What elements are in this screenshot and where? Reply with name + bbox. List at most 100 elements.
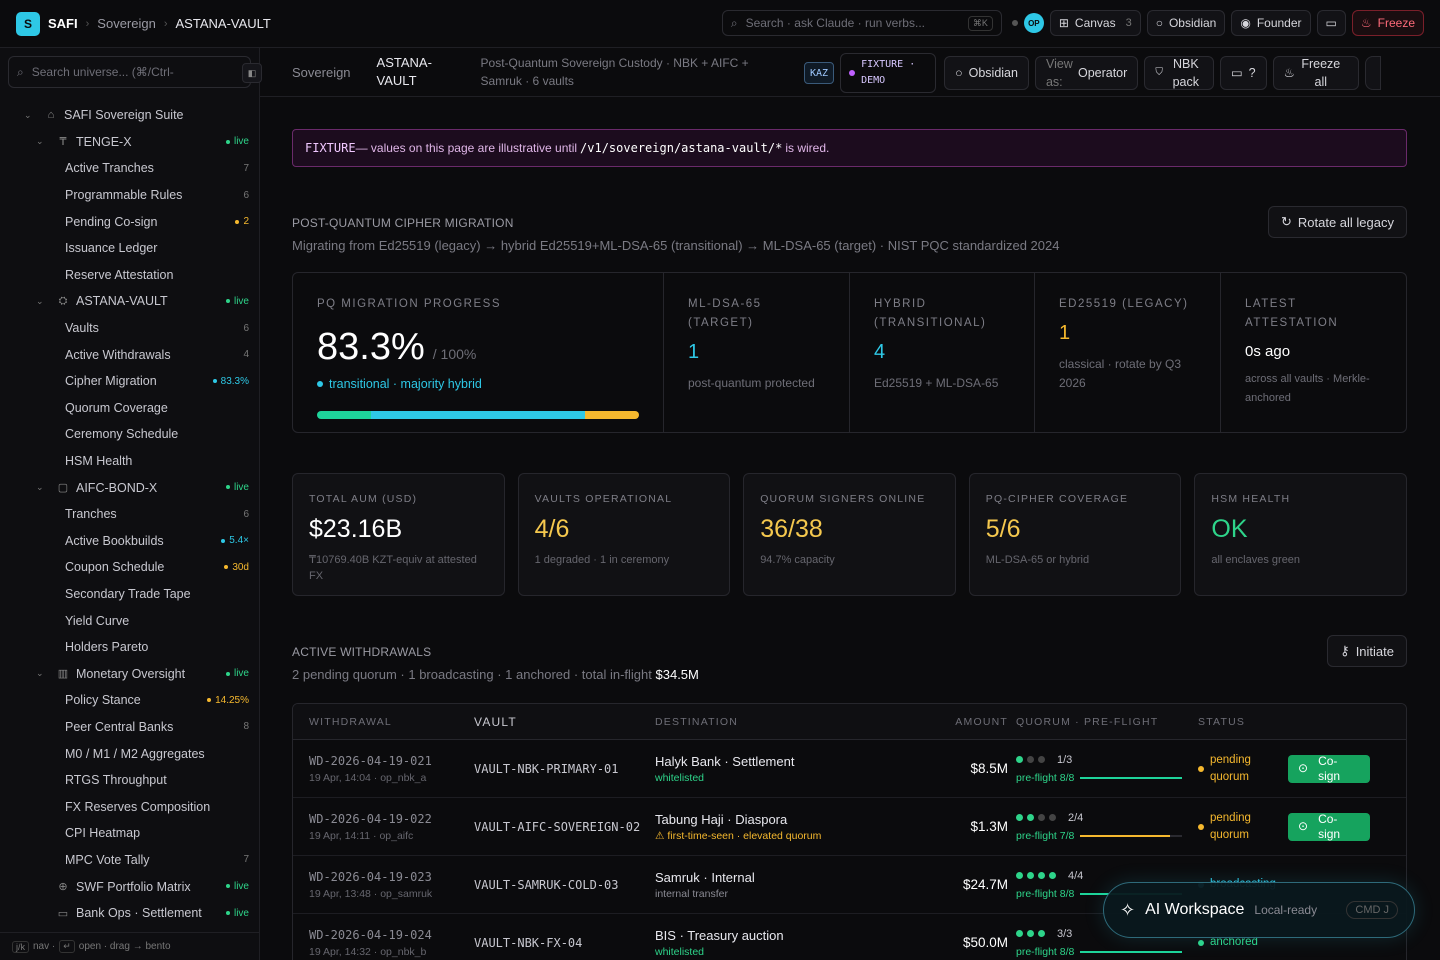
col-amount[interactable]: AMOUNT — [955, 715, 1008, 728]
vault-id[interactable]: VAULT-AIFC-SOVEREIGN-02 — [474, 819, 641, 834]
destination-cell: Tabung Haji · Diaspora ⚠ first-time-seen … — [655, 812, 925, 842]
pq-stat-label: LATEST ATTESTATION — [1245, 298, 1339, 329]
panel-toggle-icon[interactable] — [1364, 56, 1381, 90]
kpi-card[interactable]: HSM HEALTH OK all enclaves green — [1194, 473, 1407, 596]
freeze-all-button[interactable]: ♨ Freeze all — [1272, 56, 1359, 90]
col-withdrawal[interactable]: WITHDRAWAL — [309, 715, 392, 728]
keyboard-button[interactable]: ▭ — [1316, 10, 1346, 36]
withdrawals-section-header: ACTIVE WITHDRAWALS 2 pending quorum · 1 … — [292, 635, 1407, 682]
sidebar-item[interactable]: Holders Pareto — [0, 634, 259, 661]
sidebar-item[interactable]: ⌄ ₸ TENGE-X live — [0, 129, 259, 156]
sidebar-item[interactable]: Peer Central Banks 8 — [0, 714, 259, 741]
withdrawal-cell: WD-2026-04-19-024 19 Apr, 14:32 · op_nbk_… — [293, 928, 474, 958]
kpi-card[interactable]: PQ-CIPHER COVERAGE 5/6 ML-DSA-65 or hybrid — [968, 473, 1182, 596]
sidebar-item-label: CPI Heatmap — [65, 826, 141, 841]
col-destination[interactable]: DESTINATION — [655, 715, 739, 728]
withdrawal-id[interactable]: WD-2026-04-19-024 — [309, 927, 432, 942]
withdrawal-id[interactable]: WD-2026-04-19-022 — [309, 811, 432, 826]
table-row[interactable]: WD-2026-04-19-022 19 Apr, 14:11 · op_aifc… — [293, 798, 1406, 856]
founder-button[interactable]: ◉ Founder — [1231, 10, 1311, 36]
table-row[interactable]: WD-2026-04-19-024 19 Apr, 14:32 · op_nbk_… — [293, 914, 1406, 960]
canvas-button[interactable]: ⊞ Canvas 3 — [1049, 10, 1141, 36]
sidebar-item[interactable]: RTGS Throughput — [0, 767, 259, 794]
sidebar-item[interactable]: Cipher Migration 83.3% — [0, 368, 259, 395]
sidebar-item[interactable]: Secondary Trade Tape — [0, 581, 259, 608]
kpi-card[interactable]: QUORUM SIGNERS ONLINE 36/38 94.7% capacity — [743, 473, 956, 596]
sidebar-item[interactable]: Yield Curve — [0, 607, 259, 634]
sidebar-search-input[interactable]: ⌕ Search universe... (⌘/Ctrl- ◧ — [8, 56, 262, 88]
header-obsidian-button[interactable]: ○ Obsidian — [944, 56, 1029, 90]
sidebar-item[interactable]: FX Reserves Composition — [0, 793, 259, 820]
sidebar-item[interactable]: Active Withdrawals 4 — [0, 341, 259, 368]
co-sign-button[interactable]: ⊙ Co-sign — [1288, 753, 1370, 783]
sidebar-item[interactable]: ⌄ ⛭ ASTANA-VAULT live — [0, 288, 259, 315]
freeze-button[interactable]: ♨ Freeze — [1351, 10, 1424, 36]
sidebar-item[interactable]: Quorum Coverage — [0, 395, 259, 422]
vault-id[interactable]: VAULT-NBK-PRIMARY-01 — [474, 761, 619, 776]
sidebar-item[interactable]: Policy Stance 14.25% — [0, 687, 259, 714]
vault-id[interactable]: VAULT-SAMRUK-COLD-03 — [474, 877, 619, 892]
col-quorum[interactable]: QUORUM · PRE-FLIGHT — [1016, 715, 1159, 728]
sidebar-item[interactable]: Ceremony Schedule — [0, 421, 259, 448]
sidebar-item[interactable]: Programmable Rules 6 — [0, 182, 259, 209]
sidebar: ⌕ Search universe... (⌘/Ctrl- ◧ ⌄ ⌂ SAFI S… — [0, 48, 262, 960]
withdrawal-id[interactable]: WD-2026-04-19-023 — [309, 869, 432, 884]
sidebar-item[interactable]: Reserve Attestation — [0, 262, 259, 289]
app-logo[interactable]: S — [16, 11, 40, 36]
breadcrumb-sovereign[interactable]: Sovereign — [97, 16, 156, 31]
sidebar-item[interactable]: Active Bookbuilds 5.4× — [0, 528, 259, 555]
chevron-down-icon[interactable]: ⌄ — [36, 136, 44, 147]
sidebar-item[interactable]: ⌄ ▢ AIFC-BOND-X live — [0, 474, 259, 501]
withdrawal-id[interactable]: WD-2026-04-19-021 — [309, 753, 432, 768]
kpi-note: ML-DSA-65 or hybrid — [985, 554, 1090, 566]
search-icon: ⌕ — [17, 64, 24, 79]
sidebar-item[interactable]: ⌄ ⌂ SAFI Sovereign Suite — [0, 102, 259, 129]
sidebar-item[interactable]: CPI Heatmap — [0, 820, 259, 847]
withdrawals-title: ACTIVE WITHDRAWALS — [292, 645, 432, 659]
view-as-select[interactable]: View as: Operator — [1034, 56, 1139, 90]
sidebar-item[interactable]: ⌄ ▥ Monetary Oversight live — [0, 660, 259, 687]
kpi-card[interactable]: VAULTS OPERATIONAL 4/6 1 degraded · 1 in c… — [517, 473, 731, 596]
view-as-value: Operator — [1077, 66, 1128, 80]
obsidian-button[interactable]: ○ Obsidian — [1146, 10, 1226, 36]
col-status[interactable]: STATUS — [1198, 715, 1246, 728]
quorum-dot-icon — [1038, 756, 1045, 763]
co-sign-button[interactable]: ⊙ Co-sign — [1288, 812, 1370, 841]
sidebar-item[interactable]: M0 / M1 / M2 Aggregates — [0, 740, 259, 767]
sidebar-item[interactable]: ⊕ SWF Portfolio Matrix live — [0, 873, 259, 900]
section-icon: ▭ — [57, 907, 69, 920]
withdrawal-cell: WD-2026-04-19-023 19 Apr, 13:48 · op_samr… — [293, 870, 474, 900]
sidebar-item[interactable]: HSM Health — [0, 448, 259, 475]
vault-id[interactable]: VAULT-NBK-FX-04 — [474, 935, 583, 950]
global-search-input[interactable]: ⌕ Search · ask Claude · run verbs... ⌘K — [721, 10, 1002, 36]
sidebar-item-badge: 5.4× — [221, 535, 249, 546]
help-button[interactable]: ▭? — [1219, 56, 1267, 90]
nbk-pack-button[interactable]: ⛉ NBK pack — [1144, 56, 1214, 90]
header-crumb-sovereign[interactable]: Sovereign — [292, 64, 351, 80]
ai-workspace-button[interactable]: ✧ AI Workspace Local-ready CMD J — [1103, 882, 1415, 938]
pq-stat-cell: LATEST ATTESTATION 0s ago across all vault… — [1221, 273, 1407, 432]
initiate-button[interactable]: ⚷ Initiate — [1327, 635, 1407, 667]
chevron-down-icon[interactable]: ⌄ — [36, 295, 44, 306]
sidebar-item[interactable]: ▭ Bank Ops · Settlement live — [0, 900, 259, 927]
co-sign-label: Co-sign — [1318, 753, 1341, 783]
avatar[interactable]: OP — [1023, 13, 1044, 33]
sidebar-item[interactable]: Active Tranches 7 — [0, 155, 259, 182]
rotate-legacy-button[interactable]: ↻ Rotate all legacy — [1267, 206, 1407, 238]
sidebar-item[interactable]: Coupon Schedule 30d — [0, 554, 259, 581]
chevron-down-icon[interactable]: ⌄ — [36, 482, 44, 493]
sidebar-item[interactable]: Vaults 6 — [0, 315, 259, 342]
collapse-sidebar-icon[interactable]: ◧ — [242, 63, 262, 83]
banner-strong: FIXTURE — [305, 141, 356, 155]
sidebar-item[interactable]: Issuance Ledger — [0, 235, 259, 262]
sidebar-item[interactable]: MPC Vote Tally 7 — [0, 847, 259, 874]
col-vault[interactable]: VAULT — [474, 714, 517, 729]
kpi-card[interactable]: TOTAL AUM (USD) $23.16B ₸10769.40B KZT-equ… — [292, 473, 505, 596]
table-row[interactable]: WD-2026-04-19-021 19 Apr, 14:04 · op_nbk_… — [293, 740, 1406, 798]
sidebar-item[interactable]: Pending Co-sign 2 — [0, 208, 259, 235]
chevron-down-icon[interactable]: ⌄ — [36, 668, 44, 679]
pq-bar-segment — [370, 411, 586, 419]
sidebar-item[interactable]: Tranches 6 — [0, 501, 259, 528]
chevron-down-icon[interactable]: ⌄ — [24, 109, 32, 120]
quorum-dot-icon — [1027, 756, 1034, 763]
